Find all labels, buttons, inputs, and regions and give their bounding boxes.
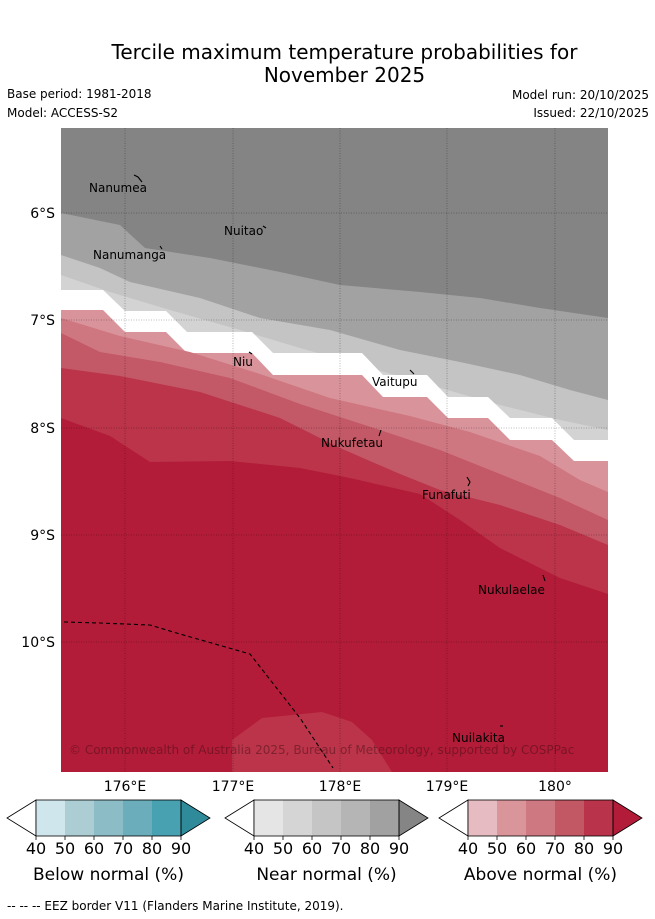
island-nuitao	[262, 225, 267, 229]
probability-field: Nanumea Nuitao Nanumanga Niu Vaitupu Nuk…	[61, 128, 608, 772]
colorbar-extend-low	[438, 799, 469, 837]
colorbar-tick-label: 90	[389, 839, 409, 858]
colorbar-tick-label: 50	[487, 839, 507, 858]
island-niu	[248, 351, 253, 355]
place-vaitupu: Vaitupu	[372, 375, 418, 389]
colorbar-swatch	[526, 800, 555, 836]
copyright-notice: © Commonwealth of Australia 2025, Bureau…	[69, 743, 574, 757]
colorbar-tick-label: 40	[458, 839, 478, 858]
title-line-1: Tercile maximum temperature probabilitie…	[111, 40, 578, 64]
colorbar-tick-label: 40	[244, 839, 264, 858]
lat-label: 6°S	[30, 206, 55, 222]
lon-label: 179°E	[426, 779, 469, 795]
colorbar-tick-label: 90	[603, 839, 623, 858]
place-nukufetau: Nukufetau	[321, 436, 383, 450]
island-funafuti	[466, 476, 471, 487]
colorbar-outline	[253, 799, 400, 837]
lat-label: 8°S	[30, 421, 55, 437]
lat-label: 10°S	[21, 635, 55, 651]
colorbar-tick-label: 70	[113, 839, 133, 858]
eez-border	[63, 621, 334, 769]
colorbar-swatch	[94, 800, 123, 836]
colorbar-label: Above normal (%)	[464, 865, 617, 885]
colorbar-outline	[467, 799, 614, 837]
colorbar-swatch	[341, 800, 370, 836]
model-run: Model run: 20/10/2025	[511, 88, 649, 102]
colorbar-extend-low	[224, 799, 255, 837]
colorbar-swatch	[152, 800, 181, 836]
island-nukufetau	[378, 429, 382, 437]
colorbar-below-normal: 40 50 60 70 80 90 Below normal (%)	[6, 799, 211, 885]
colorbar-label: Below normal (%)	[33, 865, 184, 885]
colorbar-tick-label: 70	[331, 839, 351, 858]
lon-label: 180°	[538, 779, 572, 795]
longitude-labels: 176°E 177°E 178°E 179°E 180°	[104, 779, 572, 795]
band-above-80-south	[232, 712, 392, 772]
colorbar-tick-label: 60	[516, 839, 536, 858]
title-line-2: November 2025	[263, 63, 426, 87]
graticule	[61, 128, 608, 772]
colorbar-tick-label: 40	[26, 839, 46, 858]
place-nuitao: Nuitao	[224, 224, 263, 238]
colorbar-tick-label: 50	[273, 839, 293, 858]
place-nanumanga: Nanumanga	[93, 248, 166, 262]
colorbar-tick-label: 60	[84, 839, 104, 858]
place-nuilakita: Nuilakita	[452, 731, 505, 745]
lon-label: 178°E	[319, 779, 362, 795]
colorbar-swatch	[254, 800, 283, 836]
colorbar-swatch	[283, 800, 312, 836]
colorbar-extend-high	[612, 799, 643, 837]
colorbar-tick-label: 80	[142, 839, 162, 858]
colorbar-tick-label: 80	[574, 839, 594, 858]
lat-label: 9°S	[30, 528, 55, 544]
place-nukulaelae: Nukulaelae	[478, 583, 545, 597]
place-niu: Niu	[233, 355, 253, 369]
colorbar-swatch	[468, 800, 497, 836]
colorbar-above-normal: 40 50 60 70 80 90 Above normal (%)	[438, 799, 643, 885]
island-nukulaelae	[542, 574, 546, 582]
colorbar-tick-label: 80	[360, 839, 380, 858]
place-funafuti: Funafuti	[422, 488, 471, 502]
colorbar-swatch	[36, 800, 65, 836]
colorbar-near-normal: 40 50 60 70 80 90 Near normal (%)	[224, 799, 429, 885]
eez-legend: -- -- -- EEZ border V11 (Flanders Marine…	[7, 899, 344, 913]
colorbar-tick-label: 60	[302, 839, 322, 858]
colorbar-extend-high	[180, 799, 211, 837]
model-name: Model: ACCESS-S2	[7, 106, 119, 120]
island-vaitupu	[409, 369, 415, 375]
island-nanumanga	[159, 245, 163, 250]
colorbar-extend-high	[398, 799, 429, 837]
islands	[133, 174, 546, 727]
lat-label: 7°S	[30, 313, 55, 329]
lon-label: 177°E	[212, 779, 255, 795]
base-period: Base period: 1981-2018	[7, 87, 152, 101]
colorbar-swatch	[555, 800, 584, 836]
colorbar-outline	[35, 799, 182, 837]
colorbar-tick-label: 90	[171, 839, 191, 858]
colorbar-swatch	[312, 800, 341, 836]
colorbar-tick-label: 50	[55, 839, 75, 858]
colorbar-extend-low	[6, 799, 37, 837]
place-nanumea: Nanumea	[89, 181, 147, 195]
band-above-90	[61, 418, 608, 772]
lon-label: 176°E	[104, 779, 147, 795]
colorbar-swatch	[497, 800, 526, 836]
colorbar-swatch	[65, 800, 94, 836]
island-nanumea	[133, 174, 143, 183]
colorbar-swatch	[370, 800, 399, 836]
map-title: Tercile maximum temperature probabilitie…	[0, 41, 655, 87]
latitude-labels: 6°S 7°S 8°S 9°S 10°S	[21, 206, 55, 651]
colorbar-label: Near normal (%)	[256, 865, 396, 885]
colorbar-tick-label: 70	[545, 839, 565, 858]
issued-date: Issued: 22/10/2025	[533, 106, 649, 120]
colorbar-swatch	[123, 800, 152, 836]
colorbar-swatch	[584, 800, 613, 836]
